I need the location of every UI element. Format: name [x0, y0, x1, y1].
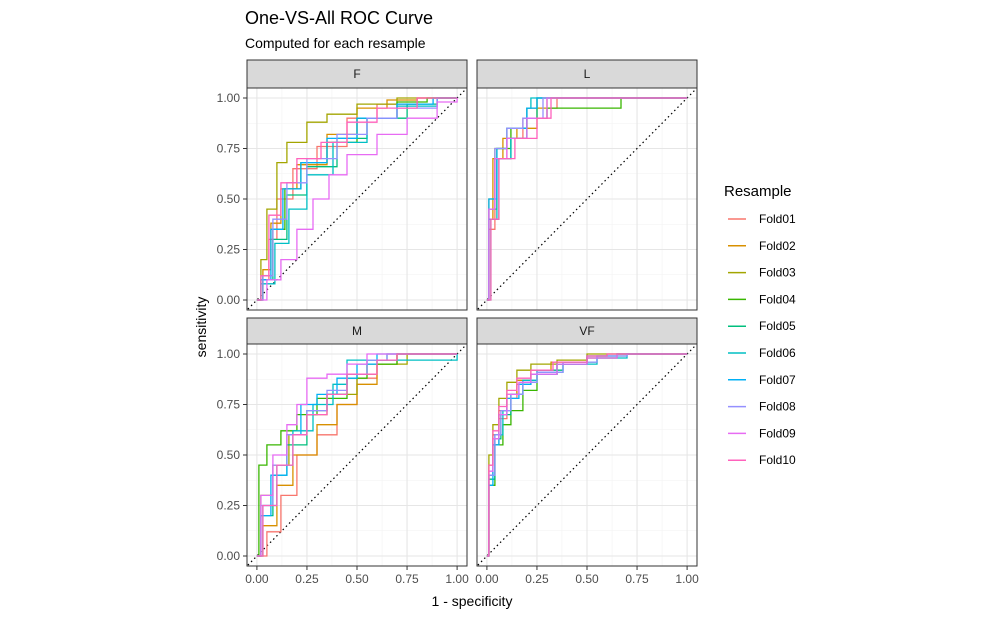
legend-item-fold06: Fold06	[728, 346, 796, 360]
legend-item-fold08: Fold08	[728, 400, 796, 414]
y-tick-label: 0.75	[217, 397, 241, 411]
x-tick-label: 0.00	[245, 572, 269, 586]
roc-line-fold06	[256, 97, 458, 301]
legend-item-fold04: Fold04	[728, 292, 796, 306]
facet-strip	[246, 317, 468, 345]
legend-item-fold09: Fold09	[728, 426, 796, 440]
panel-l: L	[476, 59, 698, 311]
legend: Resample Fold01 Fold02 Fold03 Fold04 Fold05 F…	[724, 183, 796, 467]
facet-panels: F 0.00 0.25 0.50 0.75 1.00 L M 0.00 0.25 0.50 0.75 1…	[217, 59, 699, 586]
y-axis-title: sensitivity	[193, 297, 209, 358]
panel-m: M 0.00 0.25 0.50 0.75 1.00 0.00 0.25 0.50 0.75 1.0…	[217, 317, 469, 586]
facet-strip-label: F	[353, 67, 360, 81]
roc-line-fold10	[256, 97, 458, 301]
y-tick-label: 0.75	[217, 141, 241, 155]
legend-label: Fold01	[759, 212, 796, 226]
legend-item-fold10: Fold10	[728, 453, 796, 467]
y-tick-label: 0.00	[217, 549, 241, 563]
x-tick-label: 0.00	[475, 572, 499, 586]
legend-label: Fold02	[759, 239, 796, 253]
legend-label: Fold10	[759, 453, 796, 467]
legend-item-fold03: Fold03	[728, 266, 796, 280]
y-tick-label: 0.00	[217, 293, 241, 307]
chart-subtitle: Computed for each resample	[245, 35, 426, 51]
roc-line-fold10	[486, 97, 688, 301]
legend-item-fold07: Fold07	[728, 373, 796, 387]
roc-line-fold08	[486, 353, 688, 557]
x-tick-label: 0.50	[345, 572, 369, 586]
panel-vf: VF 0.00 0.25 0.50 0.75 1.00	[475, 317, 699, 586]
legend-item-fold01: Fold01	[728, 212, 796, 226]
legend-title: Resample	[724, 183, 792, 200]
roc-line-fold10	[256, 353, 458, 557]
x-tick-label: 0.75	[625, 572, 649, 586]
y-tick-label: 1.00	[217, 347, 241, 361]
x-tick-label: 0.25	[525, 572, 549, 586]
roc-line-fold09	[486, 97, 688, 301]
facet-strip-label: M	[352, 324, 362, 338]
facet-strip-label: L	[584, 67, 591, 81]
legend-label: Fold03	[759, 266, 796, 280]
legend-label: Fold06	[759, 346, 796, 360]
legend-item-fold05: Fold05	[728, 319, 796, 333]
legend-label: Fold05	[759, 319, 796, 333]
x-tick-label: 0.50	[575, 572, 599, 586]
roc-line-fold03	[256, 97, 458, 301]
x-tick-label: 1.00	[675, 572, 699, 586]
roc-line-fold03	[486, 353, 688, 557]
panel-f: F 0.00 0.25 0.50 0.75 1.00	[217, 59, 468, 311]
roc-line-fold09	[256, 353, 458, 557]
roc-line-fold09	[256, 98, 458, 301]
legend-label: Fold08	[759, 400, 796, 414]
x-axis-title: 1 - specificity	[432, 593, 513, 609]
legend-label: Fold04	[759, 292, 796, 306]
y-tick-label: 0.25	[217, 243, 241, 257]
y-tick-label: 0.25	[217, 499, 241, 513]
facet-strip-label: VF	[579, 324, 594, 338]
x-tick-label: 0.75	[395, 572, 419, 586]
x-tick-label: 0.25	[295, 572, 319, 586]
roc-line-fold10	[486, 353, 688, 557]
legend-label: Fold07	[759, 373, 796, 387]
legend-label: Fold09	[759, 426, 796, 440]
facet-strip	[246, 59, 468, 89]
chart-title: One-VS-All ROC Curve	[245, 8, 433, 28]
roc-line-fold02	[256, 97, 458, 301]
x-tick-label: 1.00	[445, 572, 469, 586]
y-tick-label: 0.50	[217, 448, 241, 462]
panel-border	[476, 87, 698, 311]
y-tick-label: 1.00	[217, 91, 241, 105]
legend-item-fold02: Fold02	[728, 239, 796, 253]
y-tick-label: 0.50	[217, 192, 241, 206]
